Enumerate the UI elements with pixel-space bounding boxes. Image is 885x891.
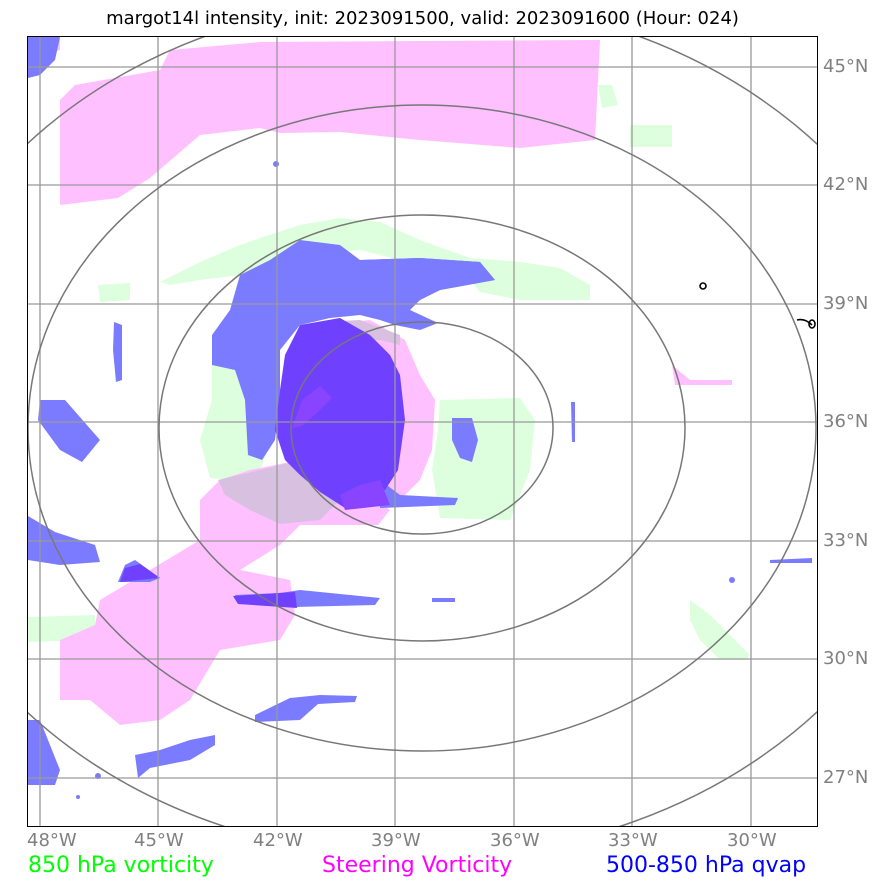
lat-tick-label: 33°N [823, 530, 869, 551]
range-rings [28, 37, 817, 826]
qvap-region [113, 322, 122, 382]
vorticity-850-region [98, 283, 130, 302]
legend-qvap: 500-850 hPa qvap [606, 853, 807, 878]
legend-steering-vorticity: Steering Vorticity [322, 853, 513, 878]
qvap-region [452, 418, 478, 462]
qvap-region [135, 735, 215, 778]
lon-tick-label: 36°W [490, 830, 540, 851]
qvap-steering-overlap-region [275, 318, 405, 508]
qvap-core-region [292, 386, 332, 428]
qvap-region [28, 37, 60, 78]
qvap-region [432, 598, 455, 602]
qvap-region [729, 577, 735, 583]
qvap-region [38, 400, 100, 462]
qvap-region [28, 720, 60, 785]
lat-tick-label: 30°N [823, 648, 869, 669]
lon-tick-label: 45°W [134, 830, 184, 851]
qvap-core-region [340, 480, 390, 510]
steering-vorticity-region [672, 365, 732, 385]
vorticity-850-region [630, 125, 672, 147]
qvap-steering-overlap-layer [120, 318, 405, 608]
legend-850-vorticity: 850 hPa vorticity [28, 853, 214, 878]
vorticity-850-region [690, 600, 750, 660]
map-canvas [28, 37, 817, 826]
coastline [699, 282, 816, 329]
qvap-region [76, 795, 80, 799]
steering-vorticity-region [60, 40, 600, 205]
lon-tick-label: 48°W [27, 830, 77, 851]
map-title: margot14l intensity, init: 2023091500, v… [106, 8, 739, 29]
qvap-region [770, 558, 812, 563]
lat-tick-label: 27°N [823, 767, 869, 788]
qvap-region [360, 258, 495, 300]
lon-tick-label: 33°W [608, 830, 658, 851]
lat-tick-label: 42°N [823, 174, 869, 195]
lat-tick-label: 36°N [823, 411, 869, 432]
vorticity-850-region [598, 85, 618, 108]
lat-tick-label: 45°N [823, 56, 869, 77]
gridlines [28, 37, 817, 826]
qvap-region [380, 480, 458, 508]
qvap-steering-overlap-region [120, 564, 160, 582]
lon-tick-label: 42°W [253, 830, 303, 851]
qvap-region [255, 695, 357, 722]
lon-tick-label: 30°W [727, 830, 777, 851]
map-panel [27, 36, 818, 827]
lon-tick-label: 39°W [371, 830, 421, 851]
qvap-region [273, 161, 279, 167]
qvap-steering-overlap-region [233, 592, 297, 608]
lat-tick-label: 39°N [823, 293, 869, 314]
